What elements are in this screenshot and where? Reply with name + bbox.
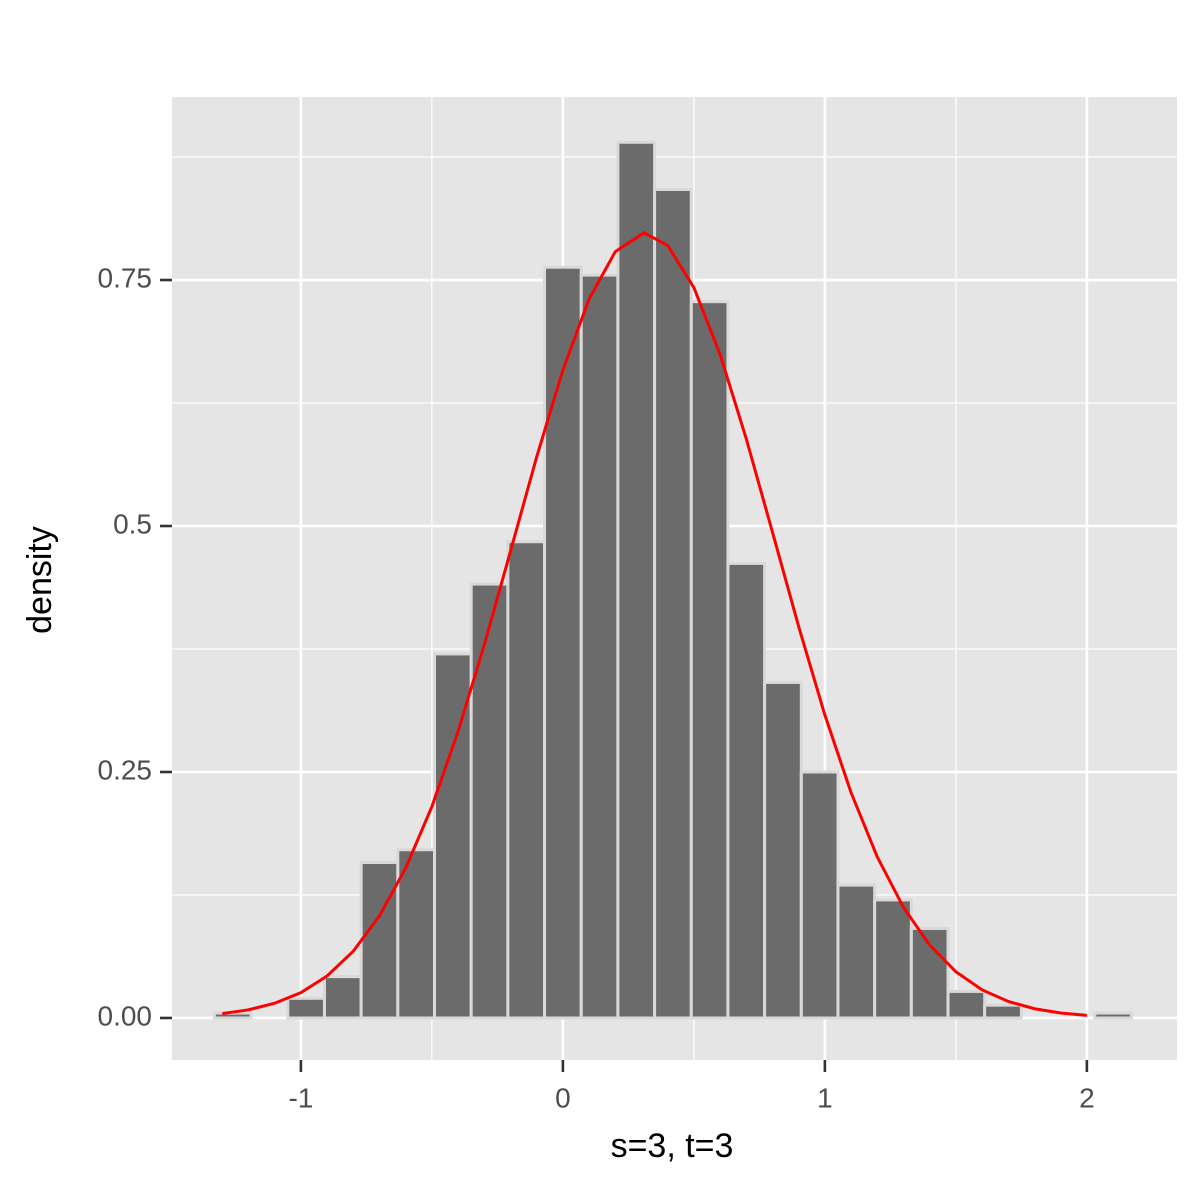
bar xyxy=(1093,1011,1133,1020)
bar xyxy=(579,273,620,1020)
x-tick-label: 1 xyxy=(817,1082,833,1113)
bar xyxy=(799,770,840,1020)
bar xyxy=(359,861,400,1020)
x-tick-label: 0 xyxy=(555,1082,571,1113)
bar xyxy=(909,926,950,1020)
bar xyxy=(506,540,547,1020)
bar xyxy=(616,140,657,1020)
bar xyxy=(322,975,363,1020)
x-tick-label: 2 xyxy=(1079,1082,1095,1113)
bar xyxy=(433,652,473,1020)
density-curve xyxy=(222,231,1088,1017)
bar xyxy=(286,996,326,1020)
bar xyxy=(469,582,510,1020)
bar xyxy=(836,883,877,1020)
y-axis-title: density xyxy=(21,526,59,634)
y-tick-label: 0.75 xyxy=(98,262,153,293)
bar xyxy=(946,989,987,1020)
bar xyxy=(873,898,913,1020)
bar xyxy=(653,187,693,1020)
y-tick-label: 0.00 xyxy=(98,1000,153,1031)
x-tick-label: -1 xyxy=(288,1082,313,1113)
x-axis-title: s=3, t=3 xyxy=(611,1127,734,1165)
bar xyxy=(396,848,437,1020)
bar xyxy=(543,265,583,1020)
y-tick-label: 0.25 xyxy=(98,754,153,785)
bar xyxy=(763,680,803,1020)
bar xyxy=(726,561,767,1020)
bar xyxy=(212,1011,253,1020)
bar xyxy=(689,300,730,1020)
bar xyxy=(983,1003,1023,1020)
y-tick-label: 0.5 xyxy=(113,508,152,539)
